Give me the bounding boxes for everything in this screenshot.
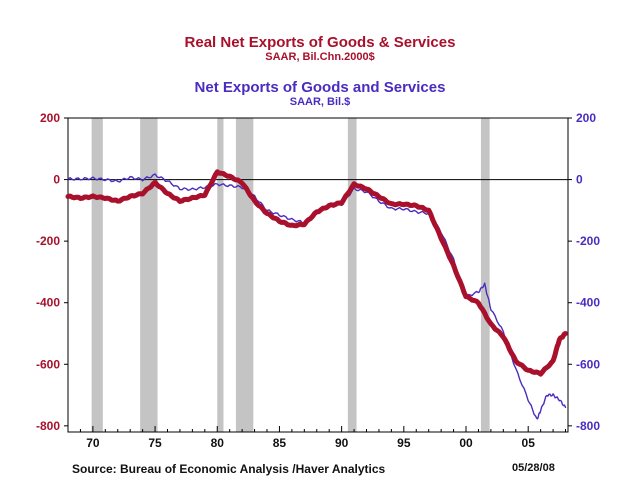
source-note: Source: Bureau of Economic Analysis /Hav… bbox=[72, 462, 386, 476]
recession-bar-4 bbox=[235, 118, 254, 432]
xtick-label: 00 bbox=[459, 436, 473, 450]
chart-title-2: Net Exports of Goods and Services bbox=[194, 79, 446, 96]
recession-bar-6 bbox=[480, 118, 490, 432]
recession-bar-2 bbox=[140, 118, 158, 432]
recession-bars bbox=[91, 118, 490, 432]
xtick-label: 80 bbox=[211, 436, 225, 450]
chart-subtitle: SAAR, Bil.Chn.2000$ bbox=[265, 51, 375, 63]
xtick-label: 70 bbox=[86, 436, 100, 450]
plot-frame bbox=[67, 117, 569, 433]
ytick-label-right: -200 bbox=[576, 234, 600, 248]
recession-bar-1 bbox=[91, 118, 103, 432]
xtick-label: 75 bbox=[148, 436, 162, 450]
ytick-label-left: -400 bbox=[36, 296, 60, 310]
ytick-label-left: -800 bbox=[36, 419, 60, 433]
ytick-label-left: 200 bbox=[40, 111, 60, 125]
series-lines bbox=[65, 169, 568, 420]
ytick-label-left: 0 bbox=[53, 173, 60, 187]
xtick-label: 90 bbox=[335, 436, 349, 450]
ytick-label-right: 200 bbox=[576, 111, 596, 125]
ytick-label-left: -600 bbox=[36, 357, 60, 371]
xtick-label: 85 bbox=[273, 436, 287, 450]
ytick-label-right: 0 bbox=[576, 173, 583, 187]
series-line-real-net-exports bbox=[65, 169, 568, 377]
recession-bar-5 bbox=[347, 118, 357, 432]
chart-title: Real Net Exports of Goods & Services bbox=[184, 34, 456, 51]
xtick-label: 05 bbox=[522, 436, 536, 450]
ytick-label-left: -200 bbox=[36, 234, 60, 248]
recession-bar-3 bbox=[217, 118, 224, 432]
date-stamp: 05/28/08 bbox=[512, 462, 555, 474]
ytick-label-right: -600 bbox=[576, 357, 600, 371]
ytick-label-right: -400 bbox=[576, 296, 600, 310]
xtick-label: 95 bbox=[397, 436, 411, 450]
chart-subtitle-2: SAAR, Bil.$ bbox=[289, 96, 351, 108]
ytick-label-right: -800 bbox=[576, 419, 600, 433]
